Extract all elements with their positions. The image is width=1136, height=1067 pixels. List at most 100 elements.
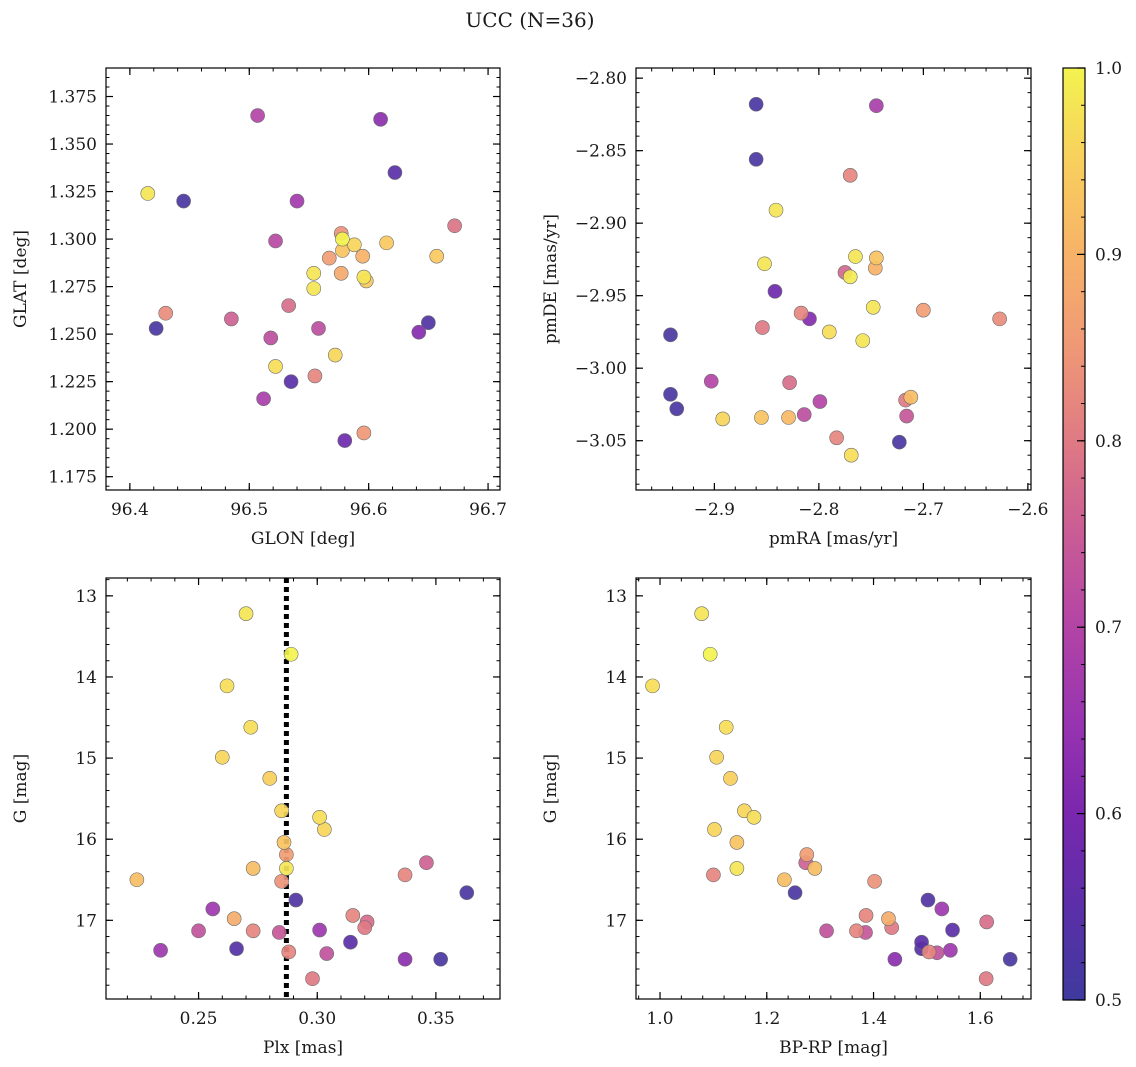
scatter-point <box>855 333 871 348</box>
scatter-point <box>706 867 721 883</box>
y-tick-label: 1.250 <box>48 325 97 345</box>
scatter-point <box>176 193 191 209</box>
scatter-point <box>865 299 881 315</box>
y-tick-label: 13 <box>75 587 97 607</box>
scatter-point <box>812 394 828 409</box>
scatter-points <box>140 108 462 448</box>
scatter-point <box>869 98 884 114</box>
scatter-point <box>663 386 678 402</box>
scatter-point <box>819 923 834 939</box>
scatter-point <box>356 269 372 285</box>
scatter-point <box>799 847 815 862</box>
x-tick-label: −2.7 <box>903 500 944 520</box>
y-axis-label: pmDE [mas/yr] <box>541 214 561 344</box>
scatter-point <box>887 951 903 967</box>
scatter-point <box>748 152 764 167</box>
scatter-point <box>279 861 294 876</box>
y-tick-label: 14 <box>605 668 627 688</box>
scatter-points <box>129 606 475 987</box>
scatter-point <box>129 872 145 888</box>
scatter-point <box>238 606 254 621</box>
scatter-point <box>335 231 350 247</box>
scatter-point <box>715 411 731 427</box>
scatter-point <box>245 861 261 876</box>
scatter-point <box>858 908 874 923</box>
scatter-point <box>263 330 279 346</box>
scatter-point <box>768 202 784 218</box>
scatter-point <box>191 923 206 939</box>
scatter-point <box>288 892 304 908</box>
x-axis-label: pmRA [mas/yr] <box>769 529 898 549</box>
scatter-point <box>274 874 289 889</box>
scatter-point <box>669 401 685 417</box>
scatter-point <box>694 606 709 621</box>
scatter-point <box>1002 951 1018 967</box>
scatter-point <box>274 803 289 819</box>
scatter-point <box>268 359 283 374</box>
scatter-point <box>916 302 931 318</box>
scatter-point <box>849 923 864 939</box>
color-magnitude-panel: 1.0 1.2 1.4 1.6 13 14 15 16 17 BP-RP [mag] G [mag] <box>541 577 1032 1058</box>
scatter-point <box>822 324 837 340</box>
plot-frame <box>635 577 1032 1000</box>
y-tick-label: 13 <box>605 587 627 607</box>
scatter-point <box>333 265 349 281</box>
scatter-point <box>327 347 343 363</box>
y-tick-label: 1.225 <box>48 373 97 393</box>
scatter-point <box>934 901 950 917</box>
x-tick-label: 96.6 <box>350 500 388 520</box>
scatter-point <box>283 646 299 662</box>
scatter-point <box>281 298 296 313</box>
figure-title: UCC (N=36) <box>465 8 594 32</box>
scatter-point <box>148 321 164 336</box>
scatter-point <box>703 373 719 389</box>
scatter-point <box>305 971 320 987</box>
y-tick-label: −2.90 <box>575 214 627 234</box>
y-tick-label: 1.275 <box>48 278 97 298</box>
scatter-point <box>306 281 322 296</box>
scatter-point <box>945 922 960 938</box>
y-tick-label: −2.85 <box>575 142 627 162</box>
scatter-point <box>848 249 863 264</box>
x-tick-label: 0.25 <box>180 1009 218 1029</box>
scatter-point <box>979 914 994 930</box>
x-tick-label: 1.4 <box>860 1009 887 1029</box>
x-tick-label: 1.0 <box>646 1009 673 1029</box>
scatter-point <box>729 835 745 850</box>
scatter-point <box>755 320 770 335</box>
parallax-magnitude-panel: 0.25 0.30 0.35 13 14 15 16 17 Plx [mas] G [mag] <box>11 577 501 1058</box>
scatter-point <box>153 943 168 958</box>
scatter-point <box>373 112 388 127</box>
colorbar-frame <box>1062 67 1086 1001</box>
x-axis-label: BP-RP [mag] <box>779 1038 888 1058</box>
scatter-point <box>262 771 278 786</box>
colorbar-tick-label: 0.5 <box>1095 991 1122 1011</box>
x-tick-label: 1.6 <box>967 1009 994 1029</box>
scatter-point <box>243 719 259 735</box>
x-tick-label: 96.5 <box>230 500 268 520</box>
scatter-point <box>343 934 358 950</box>
scatter-point <box>276 835 292 850</box>
scatter-point <box>347 237 362 253</box>
scatter-point <box>379 235 394 251</box>
scatter-point <box>843 447 859 463</box>
scatter-point <box>869 250 884 266</box>
scatter-point <box>718 719 734 735</box>
scatter-point <box>250 108 265 123</box>
scatter-point <box>356 425 372 441</box>
scatter-point <box>419 855 434 871</box>
y-axis-label: GLAT [deg] <box>11 230 31 328</box>
scatter-point <box>777 872 792 888</box>
scatter-point <box>782 375 797 390</box>
y-tick-label: 16 <box>605 830 627 850</box>
scatter-point <box>279 847 294 862</box>
colorbar-fill <box>1063 68 1085 1000</box>
scatter-point <box>920 892 936 908</box>
scatter-point <box>321 250 337 266</box>
y-tick-label: 15 <box>75 749 97 769</box>
scatter-point <box>663 327 678 343</box>
scatter-point <box>793 305 809 321</box>
scatter-point <box>709 749 724 765</box>
scatter-point <box>311 321 326 336</box>
membership-colorbar: 0.5 0.6 0.7 0.8 0.9 1.0 <box>1062 59 1122 1011</box>
